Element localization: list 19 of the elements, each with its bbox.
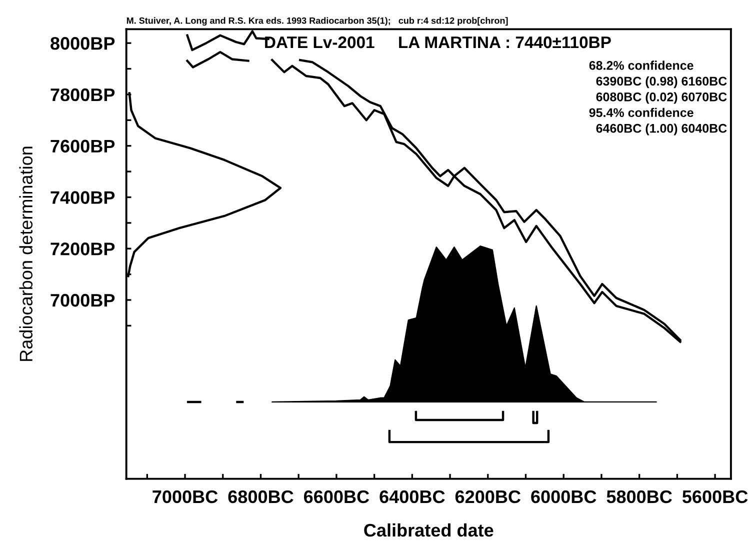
- x-tick-label: 7000BC: [152, 490, 218, 504]
- x-tick-label: 6000BC: [531, 490, 596, 504]
- x-tick-label: 5600BC: [682, 490, 748, 504]
- y-axis-title: Radiocarbon determination: [19, 146, 33, 361]
- y-tick-label: 8000BP: [50, 37, 115, 50]
- y-tick-label: 7000BP: [50, 294, 115, 307]
- chart-title: DATE Lv-2001 LA MARTINA : 7440±110BP: [265, 36, 611, 48]
- y-tick-label: 7400BP: [50, 191, 115, 204]
- x-tick-label: 6600BC: [304, 490, 370, 504]
- x-tick-label: 6800BC: [228, 490, 294, 504]
- y-tick-label: 7200BP: [50, 242, 115, 256]
- x-tick-label: 5800BC: [606, 490, 672, 504]
- annotation: 68.2% confidence 6390BC (0.98) 6160BC 6080BC (0.02) 6070BC 95.4% confidence 6460BC (1.00) 6040BC: [589, 60, 727, 136]
- x-tick-label: 6200BC: [455, 490, 521, 504]
- x-tick-label: 6400BC: [380, 490, 445, 504]
- y-tick-label: 7600BP: [50, 140, 115, 153]
- text: M. Stuiver, A. Long and R.S. Kra eds. 1993 Radiocarbon 35(1); cub r:4 sd:12 prob[chron]: [126, 17, 508, 26]
- y-tick-label: 7800BP: [50, 88, 115, 102]
- x-axis-title: Calibrated date: [364, 523, 494, 537]
